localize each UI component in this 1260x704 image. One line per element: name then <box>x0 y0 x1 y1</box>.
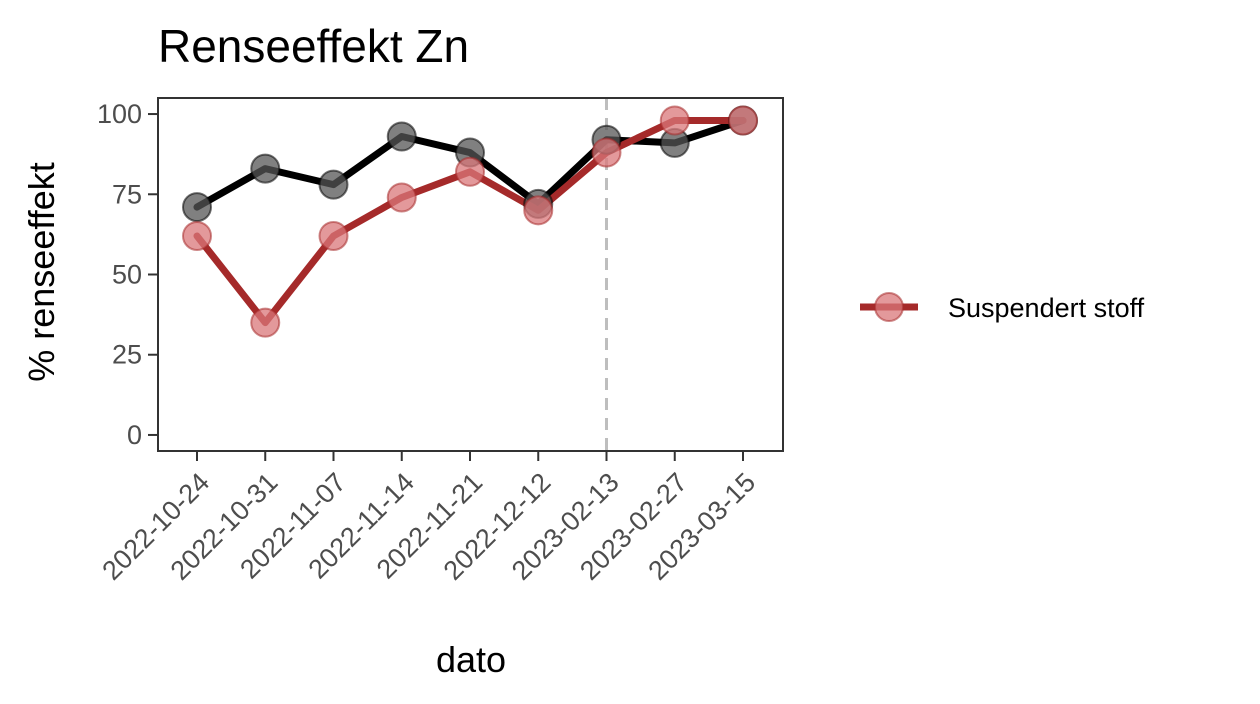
legend-key-point-0 <box>874 292 904 322</box>
plot-area <box>157 97 784 452</box>
y-tick-label-0: 0 <box>127 420 142 450</box>
y-tick-label-3: 75 <box>112 179 142 209</box>
data-point-s2-2 <box>250 307 281 338</box>
data-point-s2-8 <box>659 105 690 136</box>
data-point-s2-6 <box>523 195 554 226</box>
data-point-s2-5 <box>455 156 485 187</box>
data-point-s1-2 <box>250 153 281 184</box>
data-point-s2-7 <box>591 137 622 168</box>
data-point-s1-4 <box>386 121 417 152</box>
y-axis-title: % renseeffekt <box>21 162 62 381</box>
data-point-s2-3 <box>318 220 349 251</box>
y-tick-label-2: 50 <box>112 260 142 290</box>
x-axis: 2022-10-242022-10-312022-11-072022-11-14… <box>96 451 761 586</box>
data-point-s1-3 <box>318 169 349 200</box>
chart-title: Renseeffekt Zn <box>158 20 469 72</box>
y-tick-label-4: 100 <box>97 99 142 129</box>
y-axis: 0 25 50 75 100 <box>97 99 158 450</box>
data-point-s2-1 <box>182 220 212 251</box>
legend-label-0: Suspendert stoff <box>948 293 1145 323</box>
x-axis-title: dato <box>436 639 506 680</box>
legend: Suspendert stoff <box>860 292 1145 323</box>
data-point-s1-1 <box>182 192 212 223</box>
data-point-s2-4 <box>386 182 417 213</box>
data-point-s2-9 <box>728 105 758 136</box>
y-tick-label-1: 25 <box>112 340 142 370</box>
